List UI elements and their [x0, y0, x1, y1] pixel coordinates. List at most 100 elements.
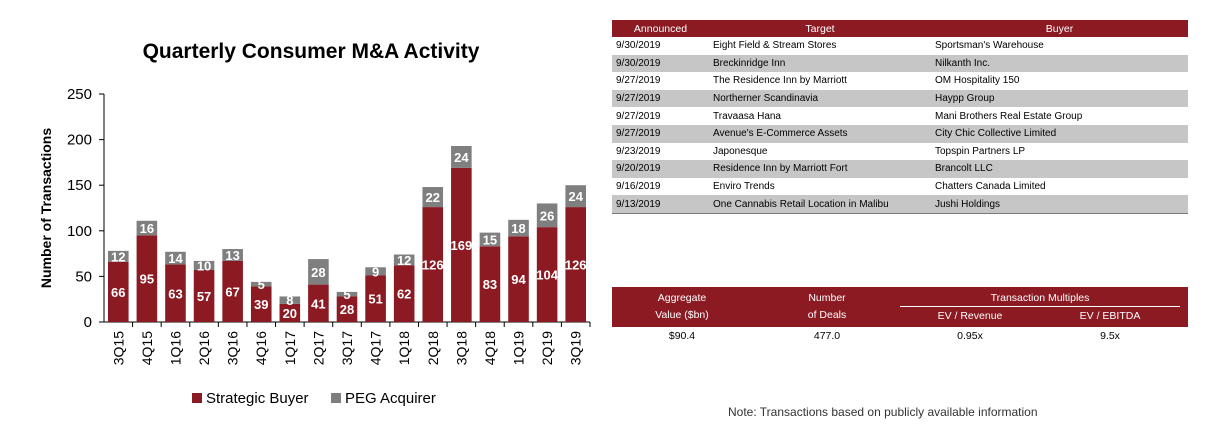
target-cell: Enviro Trends: [713, 181, 775, 193]
bar-peg-acquirer: [250, 281, 272, 287]
x-tick-label: 1Q17: [282, 331, 298, 365]
bar-peg-acquirer: [279, 296, 301, 304]
bar-strategic-buyer: [479, 246, 501, 322]
legend-swatch-strategic: [192, 393, 202, 403]
bar-strategic-buyer: [451, 167, 472, 322]
bar-peg-acquirer: [508, 219, 529, 237]
target-cell: Breckinridge Inn: [709, 54, 931, 73]
announced-cell: 9/30/2019: [612, 54, 709, 73]
bar-strategic-buyer: [108, 261, 129, 322]
table-row: 9/13/2019 One Cannabis Retail Location in…: [612, 195, 1188, 214]
announced-cell: 9/27/2019: [616, 110, 661, 122]
x-tick-label: 4Q16: [253, 331, 269, 365]
data-label-peg: 22: [426, 190, 440, 205]
buyer-cell: Jushi Holdings: [931, 195, 1188, 214]
bar-strategic-buyer: [136, 235, 158, 322]
buyer-cell: Sportsman's Warehouse: [935, 40, 1044, 52]
announced-cell: 9/27/2019: [612, 89, 709, 108]
target-cell: Avenue's E-Commerce Assets: [709, 124, 931, 143]
x-tick-label: 3Q19: [568, 331, 584, 365]
target-cell: Japonesque: [713, 145, 768, 157]
bar-strategic-buyer: [422, 207, 444, 322]
multiples-divider: [900, 306, 1180, 307]
data-label-peg: 15: [483, 232, 497, 247]
announced-cell: 9/20/2019: [612, 160, 709, 178]
data-label-peg: 16: [140, 221, 154, 236]
legend-label-peg: PEG Acquirer: [345, 390, 436, 407]
data-label-peg: 26: [540, 208, 554, 223]
bar-peg-acquirer: [136, 220, 158, 236]
bar-strategic-buyer: [393, 265, 415, 322]
data-label-peg: 14: [168, 251, 183, 266]
announced-cell: 9/27/2019: [612, 124, 709, 143]
bar-strategic-buyer: [279, 303, 301, 322]
summary-table: Aggregate Value ($bn) Number of Deals Tr…: [612, 287, 1188, 345]
bar-peg-acquirer: [565, 185, 586, 208]
data-label-strategic: 51: [368, 292, 382, 307]
table-row: 9/30/2019 Breckinridge Inn Nilkanth Inc.: [612, 54, 1188, 73]
y-tick-label: 50: [75, 268, 92, 285]
header-buyer: Buyer: [931, 20, 1188, 37]
bar-strategic-buyer: [508, 236, 529, 322]
data-label-strategic: 95: [140, 272, 154, 287]
target-cell: Residence Inn by Marriott Fort: [709, 160, 931, 178]
x-tick-label: 2Q18: [425, 331, 441, 365]
bar-strategic-buyer: [365, 275, 386, 322]
legend-swatch-peg: [331, 393, 341, 403]
data-label-strategic: 66: [111, 285, 125, 300]
x-tick-label: 2Q16: [196, 331, 212, 365]
table-row: 9/27/2019 The Residence Inn by Marriott OM…: [612, 72, 1188, 90]
y-axis-label: Number of Transactions: [38, 128, 54, 288]
deals-header: Number of Deals: [752, 290, 902, 324]
buyer-cell: City Chic Collective Limited: [931, 124, 1188, 143]
table-row: 9/30/2019 Eight Field & Stream Stores Spor…: [612, 37, 1188, 55]
x-tick-label: 3Q16: [225, 331, 241, 365]
bar-strategic-buyer: [308, 284, 329, 322]
y-tick-label: 150: [67, 177, 92, 194]
data-label-peg: 13: [225, 248, 239, 263]
ev-ebitda-header: EV / EBITDA: [1079, 310, 1141, 322]
data-label-strategic: 39: [254, 297, 268, 312]
bar-strategic-buyer: [250, 286, 272, 322]
y-tick-label: 0: [84, 314, 92, 331]
bar-peg-acquirer: [393, 254, 415, 266]
data-label-strategic: 126: [565, 258, 587, 273]
announced-cell: 9/16/2019: [616, 181, 661, 193]
table-row: 9/23/2019 Japonesque Topspin Partners LP: [612, 143, 1188, 161]
legend-label-strategic: Strategic Buyer: [206, 390, 309, 407]
aggregate-header: Aggregate Value ($bn): [612, 290, 752, 324]
data-label-strategic: 169: [451, 238, 473, 253]
announced-cell: 9/27/2019: [616, 75, 661, 87]
aggregate-value: $90.4: [668, 330, 696, 342]
data-label-strategic: 57: [197, 289, 211, 304]
data-label-peg: 24: [568, 189, 583, 204]
data-label-peg: 5: [343, 287, 350, 302]
data-label-strategic: 104: [536, 268, 558, 283]
aggregate-header-line1: Aggregate: [657, 292, 707, 304]
buyer-cell: Haypp Group: [931, 89, 1188, 108]
x-tick-label: 3Q15: [110, 331, 126, 365]
buyer-cell: Mani Brothers Real Estate Group: [935, 110, 1083, 122]
data-label-peg: 24: [454, 150, 469, 165]
buyer-cell: Topspin Partners LP: [935, 145, 1026, 157]
target-cell: Northerner Scandinavia: [709, 89, 931, 108]
data-label-peg: 12: [397, 253, 411, 268]
y-tick-label: 200: [67, 132, 92, 149]
x-tick-label: 1Q18: [396, 331, 412, 365]
bar-strategic-buyer: [165, 264, 186, 322]
data-label-peg: 28: [311, 265, 325, 280]
table-row: 9/27/2019 Travaasa Hana Mani Brothers Real…: [612, 107, 1188, 125]
bar-peg-acquirer: [365, 267, 386, 276]
data-label-peg: 8: [286, 293, 293, 308]
table-row: 9/27/2019 Northerner Scandinavia Haypp Gro…: [612, 89, 1188, 108]
data-label-strategic: 67: [225, 284, 239, 299]
table-row: 9/27/2019 Avenue's E-Commerce Assets City …: [612, 124, 1188, 143]
announced-cell: 9/30/2019: [616, 40, 661, 52]
data-label-strategic: 63: [168, 286, 182, 301]
aggregate-header-line2: Value ($bn): [655, 309, 709, 321]
deals-value: 477.0: [813, 330, 841, 342]
data-label-strategic: 28: [340, 302, 354, 317]
x-tick-label: 1Q19: [511, 331, 527, 365]
summary-values: $90.4 477.0 0.95x 9.5x: [612, 327, 1188, 345]
y-tick-label: 100: [67, 223, 92, 240]
